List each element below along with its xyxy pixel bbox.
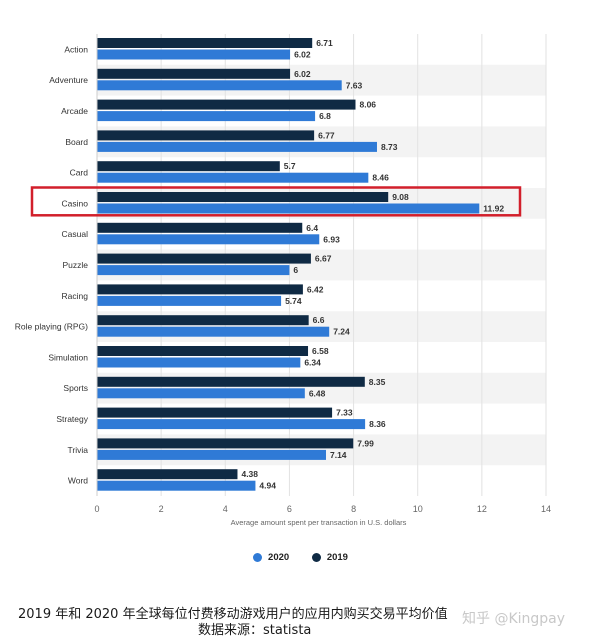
bar-2020 bbox=[97, 449, 326, 460]
category-label: Card bbox=[70, 168, 89, 178]
bar-2019 bbox=[97, 407, 333, 418]
x-axis-title: Average amount spent per transaction in … bbox=[231, 518, 407, 527]
value-label-2019: 6.58 bbox=[312, 346, 329, 356]
category-label: Adventure bbox=[49, 75, 88, 85]
x-tick-label: 8 bbox=[351, 504, 356, 514]
bar-2019 bbox=[97, 346, 309, 356]
bar-2019 bbox=[97, 222, 303, 233]
category-label: Role playing (RPG) bbox=[15, 322, 88, 332]
highlight-box bbox=[30, 186, 522, 217]
x-tick-label: 0 bbox=[94, 504, 99, 514]
bar-2020 bbox=[97, 203, 480, 214]
bar-2020 bbox=[97, 480, 256, 491]
bar-2019 bbox=[97, 99, 356, 110]
value-label-2019: 4.38 bbox=[241, 469, 258, 479]
value-label-2020: 6 bbox=[293, 265, 298, 275]
category-label: Board bbox=[65, 137, 88, 147]
value-label-2019: 6.42 bbox=[307, 284, 324, 294]
bar-2020 bbox=[97, 80, 342, 91]
x-tick-label: 4 bbox=[223, 504, 228, 514]
bar-2019 bbox=[97, 161, 280, 172]
bar-2020 bbox=[97, 234, 320, 245]
category-label: Sports bbox=[63, 383, 88, 393]
bar-2020 bbox=[97, 49, 291, 60]
value-label-2020: 8.46 bbox=[372, 173, 389, 183]
value-label-2019: 6.6 bbox=[313, 315, 325, 325]
legend-label-2020: 2020 bbox=[268, 552, 290, 563]
bar-chart: 0 2 4 6 8 10 12 14 Average amount spent per tran… bbox=[15, 34, 551, 527]
value-label-2020: 11.92 bbox=[483, 204, 504, 214]
x-tick-label: 14 bbox=[541, 504, 551, 514]
value-label-2020: 8.36 bbox=[369, 419, 386, 429]
bar-2020 bbox=[97, 265, 290, 276]
legend-swatch-2020 bbox=[253, 553, 263, 562]
value-label-2020: 7.24 bbox=[333, 327, 350, 337]
bar-2019 bbox=[97, 376, 365, 387]
bar-2019 bbox=[97, 192, 389, 202]
bar-2019 bbox=[97, 38, 313, 48]
bar-2019 bbox=[97, 438, 354, 449]
value-label-2020: 6.48 bbox=[309, 388, 326, 398]
value-label-2020: 5.74 bbox=[285, 296, 302, 306]
value-label-2019: 6.71 bbox=[316, 38, 333, 48]
legend-swatch-2019 bbox=[311, 553, 321, 562]
bar-2020 bbox=[97, 326, 330, 337]
category-label: Action bbox=[64, 44, 88, 54]
x-tick-label: 2 bbox=[159, 504, 164, 514]
category-label: Trivia bbox=[68, 445, 89, 455]
value-label-2019: 8.06 bbox=[359, 100, 376, 110]
value-label-2020: 4.94 bbox=[259, 481, 276, 491]
x-tick-label: 12 bbox=[477, 504, 487, 514]
bar-2019 bbox=[97, 469, 238, 480]
legend-item-2020[interactable]: 2020 bbox=[253, 552, 289, 563]
bar-2020 bbox=[97, 388, 305, 399]
value-label-2019: 6.4 bbox=[306, 223, 318, 233]
bar-2019 bbox=[97, 284, 303, 295]
bar-2020 bbox=[97, 172, 369, 183]
bar-2020 bbox=[97, 141, 377, 152]
category-label: Arcade bbox=[61, 106, 88, 116]
bar-2020 bbox=[97, 295, 282, 306]
x-tick-label: 6 bbox=[287, 504, 292, 514]
category-label: Racing bbox=[62, 291, 89, 301]
value-label-2019: 5.7 bbox=[284, 161, 296, 171]
bar-2020 bbox=[97, 111, 316, 122]
value-label-2020: 6.8 bbox=[319, 111, 331, 121]
bar-2019 bbox=[97, 68, 291, 79]
category-label: Casino bbox=[62, 198, 89, 208]
bar-2019 bbox=[97, 130, 315, 141]
chart-legend: 2020 2019 bbox=[0, 552, 601, 565]
value-label-2020: 6.34 bbox=[304, 358, 321, 368]
category-label: Word bbox=[68, 476, 88, 486]
category-label: Casual bbox=[62, 229, 89, 239]
value-label-2020: 8.73 bbox=[381, 142, 398, 152]
legend-item-2019[interactable]: 2019 bbox=[311, 552, 348, 563]
caption-title: 2019 年和 2020 年全球每位付费移动游戏用户的应用内购买交易平均价值 bbox=[18, 607, 448, 622]
legend-label-2019: 2019 bbox=[326, 552, 348, 563]
x-tick-label: 10 bbox=[413, 504, 423, 514]
value-label-2019: 6.77 bbox=[318, 130, 335, 140]
bar-2020 bbox=[97, 419, 366, 430]
value-label-2019: 6.67 bbox=[315, 254, 332, 264]
value-label-2020: 6.93 bbox=[323, 234, 340, 244]
value-label-2019: 7.33 bbox=[336, 408, 353, 418]
value-label-2019: 8.35 bbox=[369, 377, 386, 387]
bar-2019 bbox=[97, 315, 309, 326]
value-label-2020: 7.63 bbox=[346, 80, 363, 90]
bar-2020 bbox=[97, 357, 301, 368]
bar-2019 bbox=[97, 253, 311, 264]
value-label-2019: 9.08 bbox=[392, 192, 409, 202]
category-label: Strategy bbox=[56, 414, 88, 424]
category-label: Simulation bbox=[48, 352, 88, 362]
value-label-2019: 6.02 bbox=[294, 69, 311, 79]
value-label-2019: 7.99 bbox=[357, 438, 374, 448]
value-label-2020: 6.02 bbox=[294, 50, 311, 60]
category-label: Puzzle bbox=[62, 260, 88, 270]
watermark: 知乎 @Kingpay bbox=[462, 611, 566, 627]
value-label-2020: 7.14 bbox=[330, 450, 347, 460]
caption-source: 数据来源：statista bbox=[198, 623, 312, 638]
